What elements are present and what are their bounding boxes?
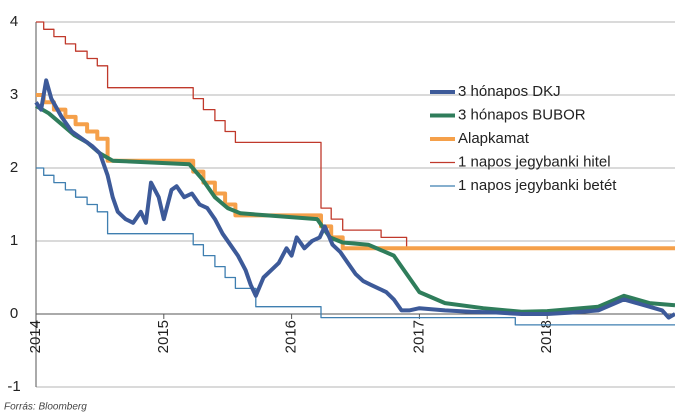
legend-label: 3 hónapos DKJ: [458, 83, 561, 100]
y-tick-label: 2: [10, 159, 18, 176]
legend-label: 1 napos jegybanki hitel: [458, 153, 611, 170]
legend-label: 1 napos jegybanki betét: [458, 177, 617, 194]
source: Forrás: Bloomberg: [4, 402, 87, 413]
series-line: [36, 21, 675, 249]
y-tick-label: 1: [10, 232, 18, 249]
series-line: [36, 167, 675, 326]
y-tick-label: 0: [10, 305, 18, 322]
series-line: [34, 104, 675, 314]
x-tick-label: 2014: [27, 320, 44, 353]
x-tick-label: 2017: [410, 320, 427, 353]
legend-label: Alapkamat: [458, 130, 530, 147]
y-tick-label: 4: [10, 13, 18, 30]
x-tick-label: 2016: [283, 320, 300, 353]
x-tick-label: 2018: [538, 320, 555, 353]
legend-label: 3 hónapos BUBOR: [458, 106, 586, 123]
y-tick-label: -1: [7, 378, 20, 395]
y-tick-label: 3: [10, 86, 18, 103]
series-line: [34, 78, 675, 320]
x-tick-label: 2015: [155, 320, 172, 353]
